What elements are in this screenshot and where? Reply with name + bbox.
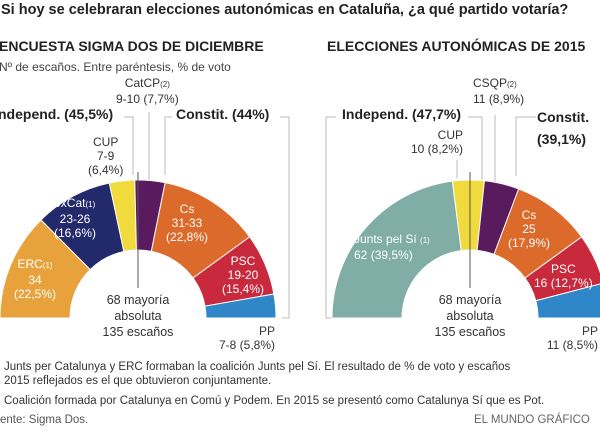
label-pp-left: PP 7-8 (5,8%) [218, 324, 275, 352]
label-cup-left: CUP 7-9 (6,4%) [88, 135, 124, 177]
label-erc: ERC(1) 34 (22,5%) [14, 257, 57, 301]
independ-bracket-left [124, 116, 134, 175]
label-pp-right: PP 11 (8,5%) [546, 324, 598, 352]
chart-title-left: ENCUESTA SIGMA DOS DE DICIEMBRE [0, 38, 264, 54]
independ-bracket-right-end [468, 116, 483, 180]
subtitle: Nº de escaños. Entre paréntesis, % de vo… [0, 60, 231, 74]
constit-bracket-right [515, 116, 536, 176]
group-independ-right: Independ. (47,7%) [342, 106, 462, 122]
credit: EL MUNDO GRÁFICO [474, 414, 590, 426]
seat-segment-pp-survey [204, 293, 277, 319]
footnote-1: Junts per Catalunya y ERC formaban la co… [4, 361, 511, 373]
label-junts-pel-si: Junts pel Sí (1) 62 (39,5%) [354, 232, 430, 262]
label-cs-right: Cs 25 (17,9%) [508, 208, 551, 250]
group-independ-left: ndepend. (45,5%) [0, 106, 114, 122]
group-constit-left: Constit. (44%) [176, 106, 270, 122]
independ-bracket-right-start [325, 116, 336, 319]
label-cup-right: CUP 10 (8,2%) [410, 128, 463, 156]
footnote-1-cont: 2015 reflejados es el que obtuvieron con… [4, 375, 272, 387]
seat-segment-psc-2015 [524, 236, 600, 302]
seat-segment-pp-2015 [535, 283, 600, 319]
question-title: Si hoy se celebraran elecciones autonómi… [1, 2, 569, 18]
group-constit-right: Constit. (39,1%) [537, 109, 590, 147]
footnote-2: Coalición formada por Catalunya en Comú … [4, 395, 545, 407]
seat-segment-junts-pel-sí-2015 [331, 180, 462, 319]
chart-title-right: ELECCIONES AUTONÓMICAS DE 2015 [327, 38, 586, 54]
label-csqp: CSQP(2) 11 (8,9%) [473, 76, 525, 106]
label-catcp: CatCP(2) 9-10 (7,7%) [116, 76, 179, 106]
label-jxcat: JxCat(1) 23-26 (16,6%) [54, 196, 97, 240]
constit-bracket-left-end [280, 116, 290, 319]
label-cs-left: Cs 31-33 (22,8%) [166, 202, 209, 244]
label-psc-right: PSC 16 (12,7%) [534, 262, 593, 290]
source: ente: Sigma Dos. [0, 414, 89, 426]
center-label-right: 68 mayoría absoluta 135 escaños [434, 293, 506, 339]
label-psc-left: PSC 19-20 (15,4%) [222, 254, 265, 296]
center-label-left: 68 mayoría absoluta 135 escaños [102, 293, 174, 339]
constit-bracket-left [164, 116, 172, 175]
